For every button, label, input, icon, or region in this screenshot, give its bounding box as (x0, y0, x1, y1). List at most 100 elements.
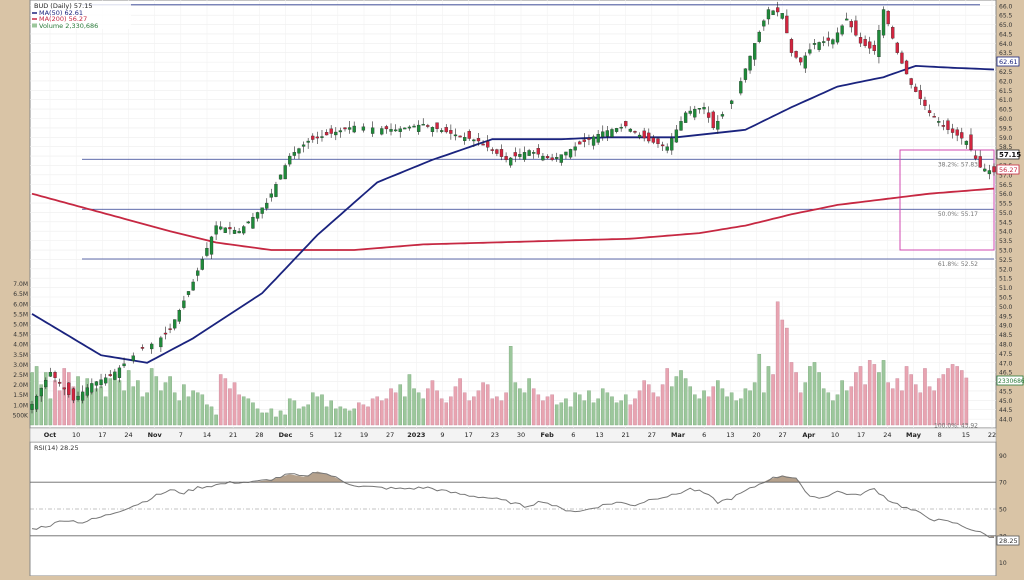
volume-bar (660, 384, 665, 426)
date-tick-label: 21 (622, 431, 630, 439)
ma50-tag-text: 62.61 (999, 58, 1018, 66)
candle-down (578, 141, 582, 145)
candle-up (564, 151, 568, 156)
date-tick-label: 17 (98, 431, 106, 439)
candle-down (918, 90, 923, 99)
volume-bar (527, 378, 531, 426)
volume-bar (798, 392, 803, 426)
volume-bar (149, 368, 154, 426)
candle-down (513, 152, 517, 157)
volume-bar (835, 394, 840, 426)
fib-label: 38.2%: 57.83 (938, 161, 978, 168)
volume-bar (126, 370, 131, 426)
volume-bar (711, 386, 716, 426)
volume-bar (53, 380, 57, 426)
candle-up (693, 108, 697, 118)
volume-bar (237, 394, 241, 426)
volume-bar (591, 402, 596, 426)
rsi-tick-label: 70 (999, 480, 1007, 487)
volume-bar (283, 414, 287, 426)
volume-bar (186, 396, 191, 426)
candle-up (214, 225, 218, 235)
volume-tick-label: 500K (13, 412, 29, 419)
volume-bar (669, 386, 674, 426)
price-tick-label: 47.5 (999, 351, 1013, 358)
volume-bar (357, 402, 361, 426)
volume-bar (453, 386, 458, 426)
price-axis: 66.065.565.064.564.063.563.062.562.061.5… (999, 3, 1013, 423)
candle-down (969, 134, 973, 150)
date-tick-label: 27 (648, 431, 656, 439)
candle-up (297, 148, 301, 154)
volume-bar (375, 396, 380, 426)
volume-bar (232, 382, 237, 426)
candle-up (85, 387, 89, 396)
candle-down (343, 127, 347, 130)
candle-up (877, 30, 881, 58)
volume-bar (587, 390, 591, 426)
candle-up (822, 41, 826, 43)
candle-down (992, 166, 996, 173)
candle-up (720, 114, 725, 117)
volume-bar (614, 402, 619, 426)
candle-down (315, 136, 320, 139)
rsi-tag-box (996, 535, 1020, 546)
candle-up (619, 126, 623, 129)
volume-bar (766, 366, 771, 426)
candle-down (486, 141, 490, 148)
date-tick-label: 19 (360, 431, 368, 439)
volume-tick-label: 4.0M (13, 342, 28, 349)
candle-up (159, 337, 163, 348)
volume-bar (637, 390, 642, 426)
ma50-tag: 62.61 (996, 56, 1020, 67)
volume-bar (99, 386, 103, 426)
candle-down (642, 130, 646, 139)
candle-down (449, 130, 453, 134)
volume-bar (950, 364, 955, 426)
volume-bar (168, 376, 172, 426)
candle-up (637, 134, 642, 138)
volume-bar (306, 404, 310, 426)
date-tick-label: 22 (988, 431, 996, 439)
candle-down (946, 120, 950, 130)
volume-bar (739, 398, 743, 426)
price-tick-label: 66.0 (999, 3, 1013, 10)
volume-bar (315, 396, 320, 426)
volume-bar (324, 406, 329, 426)
candle-down (868, 41, 872, 49)
volume-bar (780, 319, 785, 426)
candle-up (76, 395, 80, 400)
candle-up (34, 395, 39, 410)
candle-up (131, 355, 135, 361)
volume-bar (679, 370, 683, 426)
price-tick-label: 59.0 (999, 135, 1013, 142)
volume-bar (748, 390, 752, 426)
volume-bar (831, 400, 835, 426)
volume-bar (136, 380, 140, 426)
volume-bar (223, 378, 228, 426)
candle-up (688, 110, 692, 114)
price-tick-label: 56.5 (999, 182, 1013, 189)
candle-down (458, 135, 462, 138)
candle-up (532, 152, 536, 154)
candle-down (706, 112, 711, 118)
price-tick-label: 49.5 (999, 313, 1013, 320)
volume-bar (264, 412, 269, 426)
price-tick-label: 55.5 (999, 201, 1013, 208)
candle-up (840, 25, 844, 35)
date-tick-label: 20 (752, 431, 760, 439)
candle-up (674, 129, 679, 143)
candle-down (329, 128, 333, 134)
grid-lines (30, 0, 996, 428)
volume-bar (817, 372, 821, 426)
moving-averages (31, 64, 995, 364)
price-tick-label: 51.5 (999, 276, 1013, 283)
candle-down (140, 347, 145, 349)
volume-tick-label: 1.0M (13, 402, 28, 409)
candle-down (891, 27, 895, 39)
volume-bar (191, 390, 195, 426)
volume-tick-label: 3.5M (13, 352, 28, 359)
candle-up (223, 227, 227, 233)
legend-bg (31, 1, 131, 29)
price-tick-label: 49.0 (999, 323, 1013, 330)
